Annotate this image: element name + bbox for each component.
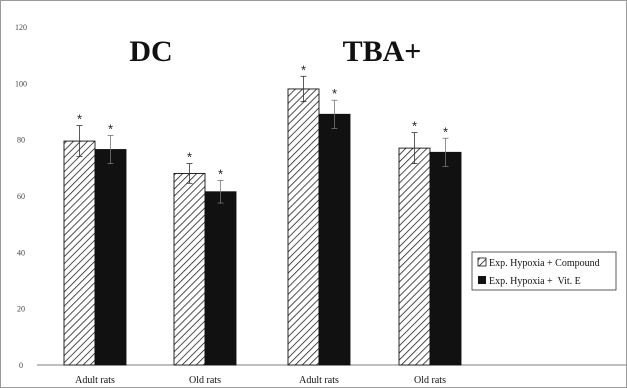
legend-swatch-vit-e: [478, 276, 486, 284]
group-title-tba: TBA+: [343, 35, 422, 68]
legend-box: [471, 251, 617, 291]
x-category-label: Old rats: [189, 375, 221, 386]
x-category-label: Old rats: [414, 375, 446, 386]
significance-marker: *: [108, 121, 113, 136]
significance-marker: *: [443, 124, 448, 139]
labels-layer: 0 20 40 60 80 100 120 Adult rats * * Old rats * * Adu…: [15, 23, 448, 386]
significance-marker: *: [218, 167, 223, 182]
y-tick-label: 100: [15, 79, 27, 88]
bars-layer: [63, 75, 462, 366]
bar-vit-e: [318, 113, 351, 366]
legend-swatch-compound: [477, 257, 487, 267]
significance-marker: *: [332, 86, 337, 101]
y-tick-label: 40: [17, 248, 25, 257]
bar-compound: [63, 140, 96, 366]
significance-marker: *: [301, 62, 306, 77]
significance-marker: *: [77, 112, 82, 127]
y-tick-label: 0: [19, 361, 23, 370]
legend-label-compound: Exp. Hypoxia + Compound: [489, 258, 600, 269]
y-tick-label: 120: [15, 23, 27, 32]
bar-vit-e: [204, 191, 237, 366]
significance-marker: *: [412, 119, 417, 134]
significance-marker: *: [187, 150, 192, 165]
bar-compound: [287, 88, 320, 366]
bar-compound: [398, 147, 431, 366]
group-title-dc: DC: [129, 35, 172, 68]
bar-compound: [173, 173, 206, 366]
y-tick-label: 60: [17, 192, 25, 201]
bar-vit-e: [94, 149, 127, 366]
y-tick-label: 80: [17, 136, 25, 145]
legend: Exp. Hypoxia + Compound Exp. Hypoxia + V…: [471, 251, 617, 291]
bar-vit-e: [429, 151, 462, 366]
x-category-label: Adult rats: [299, 375, 339, 386]
x-category-label: Adult rats: [75, 375, 115, 386]
legend-label-vit-e: Exp. Hypoxia + Vit. E: [489, 276, 581, 287]
y-tick-label: 20: [17, 305, 25, 314]
